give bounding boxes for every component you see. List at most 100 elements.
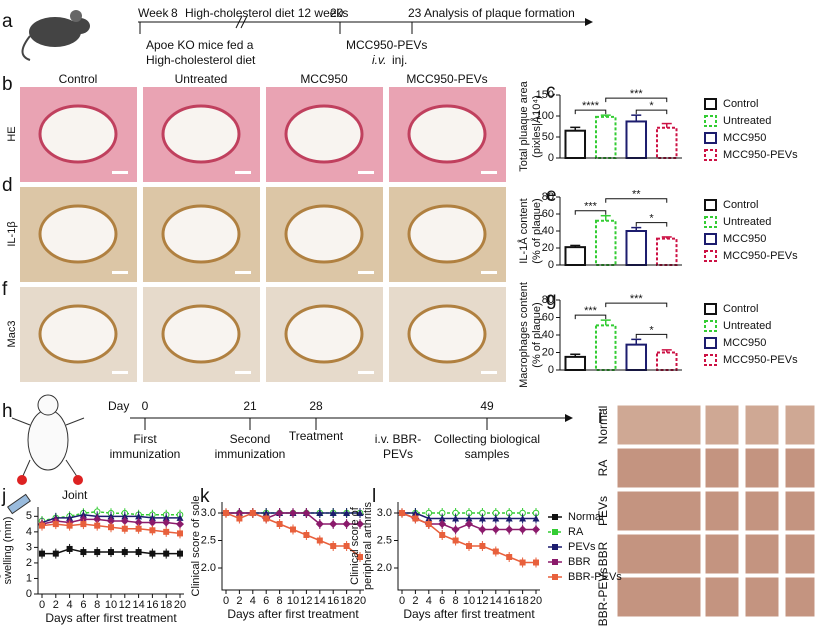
- point: [411, 509, 419, 516]
- y-tick-label: 20: [542, 346, 554, 358]
- legend-label: Control: [723, 98, 758, 110]
- bar: [625, 120, 648, 159]
- bar: [594, 115, 617, 159]
- row-label: BBR-PEVs: [596, 568, 610, 627]
- lumen: [407, 304, 487, 364]
- x-tick-label: 18: [340, 595, 352, 607]
- event: immunization: [215, 447, 286, 461]
- x-tick-label: 8: [94, 599, 100, 611]
- x-tick-label: 10: [287, 595, 299, 607]
- timeline-tick: 49: [480, 399, 494, 413]
- point: [329, 509, 337, 516]
- scale-bar: [358, 371, 374, 374]
- x-tick-label: 6: [263, 595, 269, 607]
- paw-photo: [744, 533, 780, 575]
- point: [329, 520, 338, 528]
- x-tick-label: 14: [132, 599, 144, 611]
- point: [134, 518, 143, 527]
- axis: [397, 502, 540, 591]
- sig-label: ***: [584, 201, 598, 213]
- event: Collecting biological: [434, 432, 540, 446]
- sig-label: ****: [582, 100, 600, 112]
- y-axis-label: Macrophages content: [518, 282, 530, 388]
- timeline-tick: 21: [243, 399, 257, 413]
- legend-label: MCC950-PEVs: [723, 250, 798, 262]
- sig-bracket: [635, 109, 668, 115]
- row-label: HE: [6, 126, 18, 141]
- y-tick-label: 2.5: [201, 534, 216, 546]
- sig-label: ***: [584, 305, 598, 317]
- point: [121, 525, 128, 532]
- x-tick-label: 16: [503, 595, 515, 607]
- x-axis-label: Days after first treatment: [403, 607, 535, 621]
- point: [425, 515, 433, 522]
- y-tick-label: 60: [542, 208, 554, 220]
- paw-photo: [784, 533, 815, 575]
- legend-swatch: [704, 337, 717, 349]
- point: [356, 520, 364, 528]
- paw-photo: [784, 404, 815, 446]
- point: [478, 515, 486, 522]
- y-tick-label: 0: [548, 364, 554, 376]
- x-tick-label: 2: [53, 599, 59, 611]
- legend-swatch: [704, 250, 717, 262]
- point: [93, 515, 102, 524]
- event: Treatment: [289, 429, 344, 443]
- point: [532, 525, 540, 534]
- x-tick-label: 16: [146, 599, 158, 611]
- lumen: [38, 304, 118, 364]
- break-mark: [235, 15, 248, 29]
- x-axis-label: Days after first treatment: [45, 611, 177, 625]
- legend-label: MCC950: [723, 337, 766, 349]
- y-axis-label: IL-1Å content: [517, 198, 530, 263]
- point: [52, 521, 59, 528]
- paw-photo: [784, 447, 815, 489]
- point: [121, 549, 128, 556]
- paw-photo: [704, 533, 740, 575]
- row-label: Mac3: [6, 321, 18, 348]
- scale-bar: [481, 371, 497, 374]
- point: [438, 520, 447, 528]
- x-tick-label: 12: [476, 595, 488, 607]
- legend-label: RA: [568, 526, 584, 538]
- point: [438, 515, 446, 522]
- scale-bar: [358, 171, 374, 174]
- x-tick-label: 0: [223, 595, 229, 607]
- paw-photo: [616, 490, 702, 532]
- mouse-diagram: [6, 394, 85, 515]
- point: [39, 550, 45, 557]
- legend-label: Control: [723, 199, 758, 211]
- point: [316, 537, 323, 544]
- point: [108, 524, 114, 531]
- x-tick-label: 16: [327, 595, 339, 607]
- y-axis-label: Clinical score of: [349, 506, 361, 585]
- scale-bar: [358, 271, 374, 274]
- paw-photo: [784, 576, 815, 618]
- point: [532, 515, 540, 522]
- point: [452, 515, 460, 522]
- panel-letter: f: [2, 279, 8, 300]
- y-tick-label: 2: [26, 557, 32, 569]
- y-axis-label: Clinical score of sole: [190, 496, 202, 597]
- point: [135, 525, 142, 532]
- y-tick-label: 0: [548, 259, 554, 271]
- point: [80, 549, 87, 556]
- legend-marker: [552, 559, 558, 565]
- bar: [564, 246, 587, 266]
- scale-bar: [235, 171, 251, 174]
- bar: [625, 343, 648, 371]
- point: [149, 527, 156, 534]
- point: [163, 550, 170, 557]
- panel-letter: g: [546, 289, 557, 310]
- row-label: PEVs: [596, 496, 610, 526]
- paw-photo: [704, 447, 740, 489]
- scale-bar: [481, 171, 497, 174]
- paw-photo: [744, 490, 780, 532]
- x-tick-label: 20: [354, 595, 366, 607]
- series-line: [225, 512, 361, 558]
- legend-swatch: [704, 354, 717, 366]
- legend-marker: [552, 544, 558, 550]
- legend-swatch: [704, 98, 717, 110]
- point: [149, 550, 156, 557]
- row-label: Normal: [596, 406, 610, 445]
